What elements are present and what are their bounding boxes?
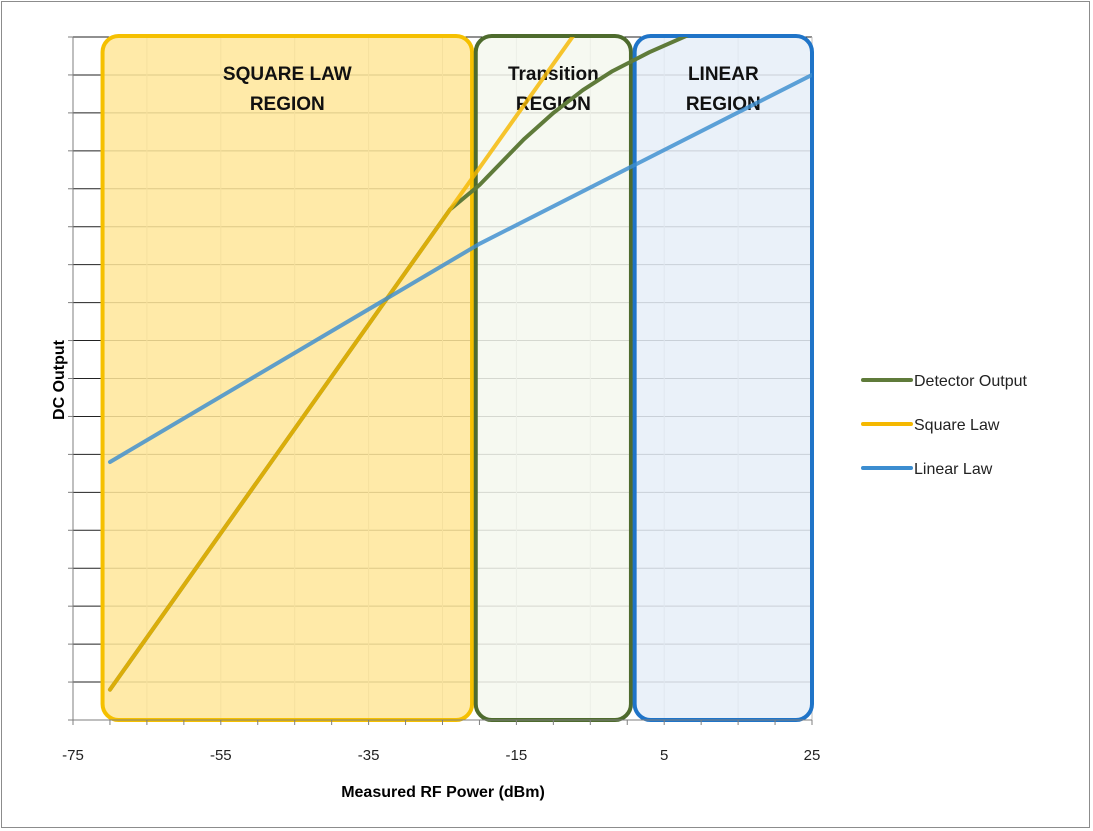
x-axis-title: Measured RF Power (dBm) — [341, 784, 545, 801]
axes-layer: -75 -55 -35 -15 5 25 — [62, 36, 821, 764]
x-tick-label: -55 — [210, 747, 232, 764]
region-label-3: LINEAR — [688, 64, 759, 85]
region-label-1: REGION — [250, 94, 325, 115]
series-line-linear-law — [108, 72, 812, 464]
x-tick-label: 25 — [804, 747, 821, 764]
region-label-2: Transition — [508, 64, 599, 85]
series-line-square-law — [108, 37, 575, 692]
region-box-1 — [100, 34, 475, 722]
regions-layer: SQUARE LAWREGIONTransitionREGIONLINEARRE… — [100, 34, 815, 722]
series-layer — [108, 37, 812, 692]
y-axis-title: DC Output — [51, 339, 68, 420]
legend: Detector Output Square Law Linear Law — [861, 373, 1028, 478]
x-tick-label: -75 — [62, 747, 84, 764]
x-tick-label: -15 — [506, 747, 528, 764]
x-tick-label: 5 — [660, 747, 668, 764]
x-tick-label: -35 — [358, 747, 380, 764]
region-box-3 — [632, 34, 815, 722]
legend-label: Linear Law — [914, 461, 993, 478]
region-label-1: SQUARE LAW — [223, 64, 352, 85]
legend-label: Detector Output — [914, 373, 1028, 390]
legend-label: Square Law — [914, 417, 1000, 434]
